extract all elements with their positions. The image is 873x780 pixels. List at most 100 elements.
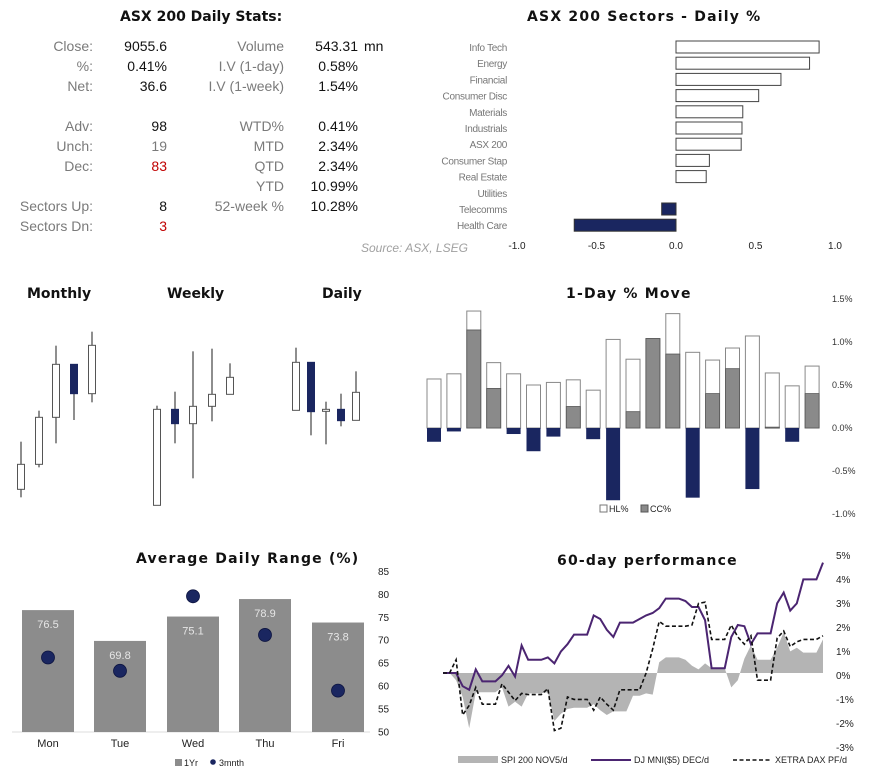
stat-value: 543.31 (315, 38, 358, 54)
weekly-title: Weekly (167, 286, 225, 302)
y-tick-label: -1% (836, 695, 854, 706)
y-tick-label: 70 (378, 636, 390, 647)
stat-label: Dec: (64, 158, 93, 174)
cc-bar (606, 428, 621, 501)
stat-value: 3 (159, 218, 167, 234)
adr-data-label: 76.5 (37, 619, 58, 631)
adr-3mnth-dot (258, 628, 272, 642)
x-tick-label: -0.5 (588, 241, 606, 252)
adr-1yr-bar (22, 610, 74, 732)
candle-up (52, 363, 60, 418)
x-tick-label: 0.0 (669, 241, 683, 252)
x-tick-label: Tue (111, 738, 130, 750)
hl-bar (506, 373, 522, 429)
candle-up (292, 361, 300, 411)
y-tick-label: 60 (378, 682, 390, 693)
monthly-title: Monthly (27, 286, 92, 302)
sector-label: Consumer Stap (441, 156, 507, 167)
cc-bar (486, 388, 502, 429)
sector-bar (675, 170, 707, 184)
adr-3mnth-dot (331, 683, 345, 698)
adr-data-label: 75.1 (182, 626, 203, 638)
cc-bar (764, 426, 780, 429)
x-tick-label: 0.5 (749, 241, 763, 252)
sector-label: Materials (469, 108, 507, 119)
stats-title: ASX 200 Daily Stats: (120, 9, 283, 25)
y-tick-label: -0.5% (832, 466, 856, 476)
stat-label: WTD% (239, 118, 284, 134)
hl-bar (784, 385, 800, 429)
candle-up (153, 408, 161, 506)
cc-bar (446, 428, 461, 432)
legend-3mnth-swatch (210, 759, 216, 765)
x-tick-label: 1.0 (828, 241, 842, 252)
stat-label: %: (76, 58, 93, 74)
cc-bar (705, 393, 720, 429)
y-tick-label: 85 (378, 567, 390, 578)
y-tick-label: -3% (836, 743, 854, 754)
sector-bar (675, 121, 743, 135)
stat-value: 8 (159, 198, 167, 214)
legend-hl-swatch (599, 504, 608, 513)
cc-bar (645, 338, 661, 429)
cc-bar (526, 428, 541, 452)
y-tick-label: -2% (836, 719, 854, 730)
sector-bar (675, 105, 744, 119)
cc-bar (725, 368, 740, 429)
stat-label: MTD (253, 138, 284, 154)
candle-down (337, 408, 345, 422)
candle-down (171, 408, 179, 425)
sectors-title: ASX 200 Sectors - Daily % (527, 9, 762, 25)
sector-bar (675, 56, 811, 70)
stat-label: Sectors Up: (19, 198, 93, 214)
hl-bar (426, 378, 442, 429)
stat-value: 0.41% (318, 118, 358, 134)
xetra-dax-line (443, 601, 824, 732)
legend-dj-label: DJ MNI($5) DEC/d (634, 755, 709, 765)
stat-value: 0.58% (318, 58, 358, 74)
y-tick-label: 5% (836, 551, 851, 562)
y-tick-label: 3% (836, 599, 851, 610)
sector-label: Consumer Disc (443, 92, 508, 103)
candle-up (226, 376, 234, 395)
cc-bar (804, 393, 820, 429)
sector-label: Real Estate (459, 173, 508, 184)
cc-bar (625, 411, 641, 429)
legend-cc-label: CC% (650, 504, 671, 514)
sector-label: Info Tech (469, 43, 507, 54)
stat-value: 10.99% (310, 178, 358, 194)
legend-1yr-swatch (175, 759, 182, 766)
y-tick-label: 75 (378, 613, 390, 624)
adr-data-label: 73.8 (327, 632, 348, 644)
sector-label: Utilities (477, 189, 507, 200)
adr-1yr-bar (94, 640, 146, 732)
dj-mni-line (443, 562, 824, 692)
cc-bar (427, 428, 441, 442)
hl-bar (585, 389, 601, 429)
stat-label: YTD (256, 178, 284, 194)
cc-bar (665, 353, 681, 429)
candle-up (322, 408, 330, 412)
cc-bar (685, 428, 700, 498)
adr-1yr-bar (239, 599, 291, 732)
x-tick-label: -1.0 (508, 241, 526, 252)
y-tick-label: 50 (378, 727, 390, 738)
y-tick-label: 2% (836, 623, 851, 634)
x-tick-label: Thu (256, 738, 275, 750)
y-tick-label: 4% (836, 575, 851, 586)
candle-up (352, 391, 360, 421)
stat-label: Net: (67, 78, 93, 94)
hl-bar (545, 381, 561, 429)
sector-bar (675, 72, 782, 86)
sector-label: Energy (477, 59, 507, 70)
candle-down (70, 363, 78, 395)
candle-down (307, 361, 315, 413)
y-tick-label: 0% (836, 671, 851, 682)
adr-1yr-bar (312, 622, 364, 732)
adr-title: Average Daily Range (%) (136, 551, 360, 567)
y-tick-label: 65 (378, 659, 390, 670)
hl-bar (764, 372, 780, 429)
stat-label: Sectors Dn: (19, 218, 93, 234)
y-tick-label: -1.0% (832, 509, 856, 519)
legend-dax-label: XETRA DAX PF/d (775, 755, 847, 765)
